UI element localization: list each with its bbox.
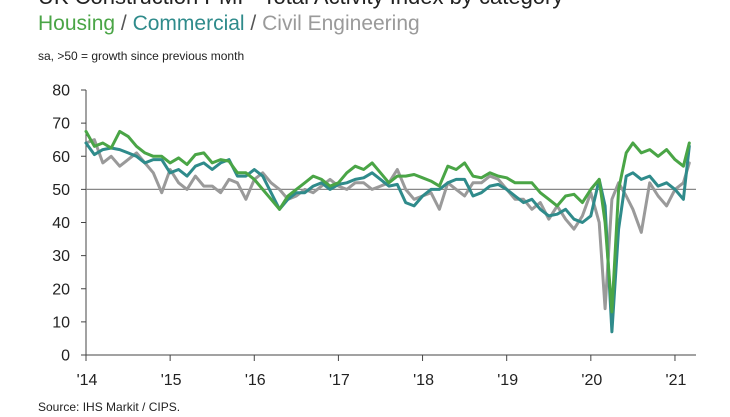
y-tick-label: 70 bbox=[52, 116, 70, 133]
legend-item-commercial: Commercial bbox=[132, 12, 245, 35]
x-tick-label: '19 bbox=[497, 372, 518, 389]
y-tick-label: 30 bbox=[52, 248, 70, 265]
y-tick-label: 20 bbox=[52, 281, 70, 298]
y-tick-label: 40 bbox=[52, 215, 70, 232]
legend: Housing / Commercial / Civil Engineering bbox=[38, 12, 420, 36]
legend-item-housing: Housing bbox=[38, 12, 116, 35]
series-line-civil-engineering bbox=[84, 138, 691, 311]
y-tick-label: 80 bbox=[52, 83, 70, 100]
y-tick-label: 50 bbox=[52, 182, 70, 199]
x-tick-label: '20 bbox=[581, 372, 602, 389]
legend-separator: / bbox=[244, 12, 263, 35]
y-tick-label: 0 bbox=[61, 348, 70, 365]
x-tick-label: '16 bbox=[245, 372, 266, 389]
x-tick-label: '21 bbox=[666, 372, 687, 389]
y-tick-label: 60 bbox=[52, 149, 70, 166]
legend-item-civil-engineering: Civil Engineering bbox=[262, 12, 420, 35]
series-line-housing bbox=[84, 129, 691, 314]
x-tick-label: '15 bbox=[161, 372, 182, 389]
x-tick-label: '17 bbox=[329, 372, 350, 389]
y-tick-label: 10 bbox=[52, 314, 70, 331]
chart-subtitle: sa, >50 = growth since previous month bbox=[38, 49, 245, 63]
source-note: Source: IHS Markit / CIPS. bbox=[38, 400, 181, 414]
x-tick-label: '14 bbox=[77, 372, 98, 389]
legend-separator: / bbox=[115, 12, 133, 35]
chart-title: UK Construction PMI - Total Activity Ind… bbox=[38, 0, 563, 10]
series-line-commercial bbox=[84, 141, 691, 334]
x-tick-label: '18 bbox=[413, 372, 434, 389]
